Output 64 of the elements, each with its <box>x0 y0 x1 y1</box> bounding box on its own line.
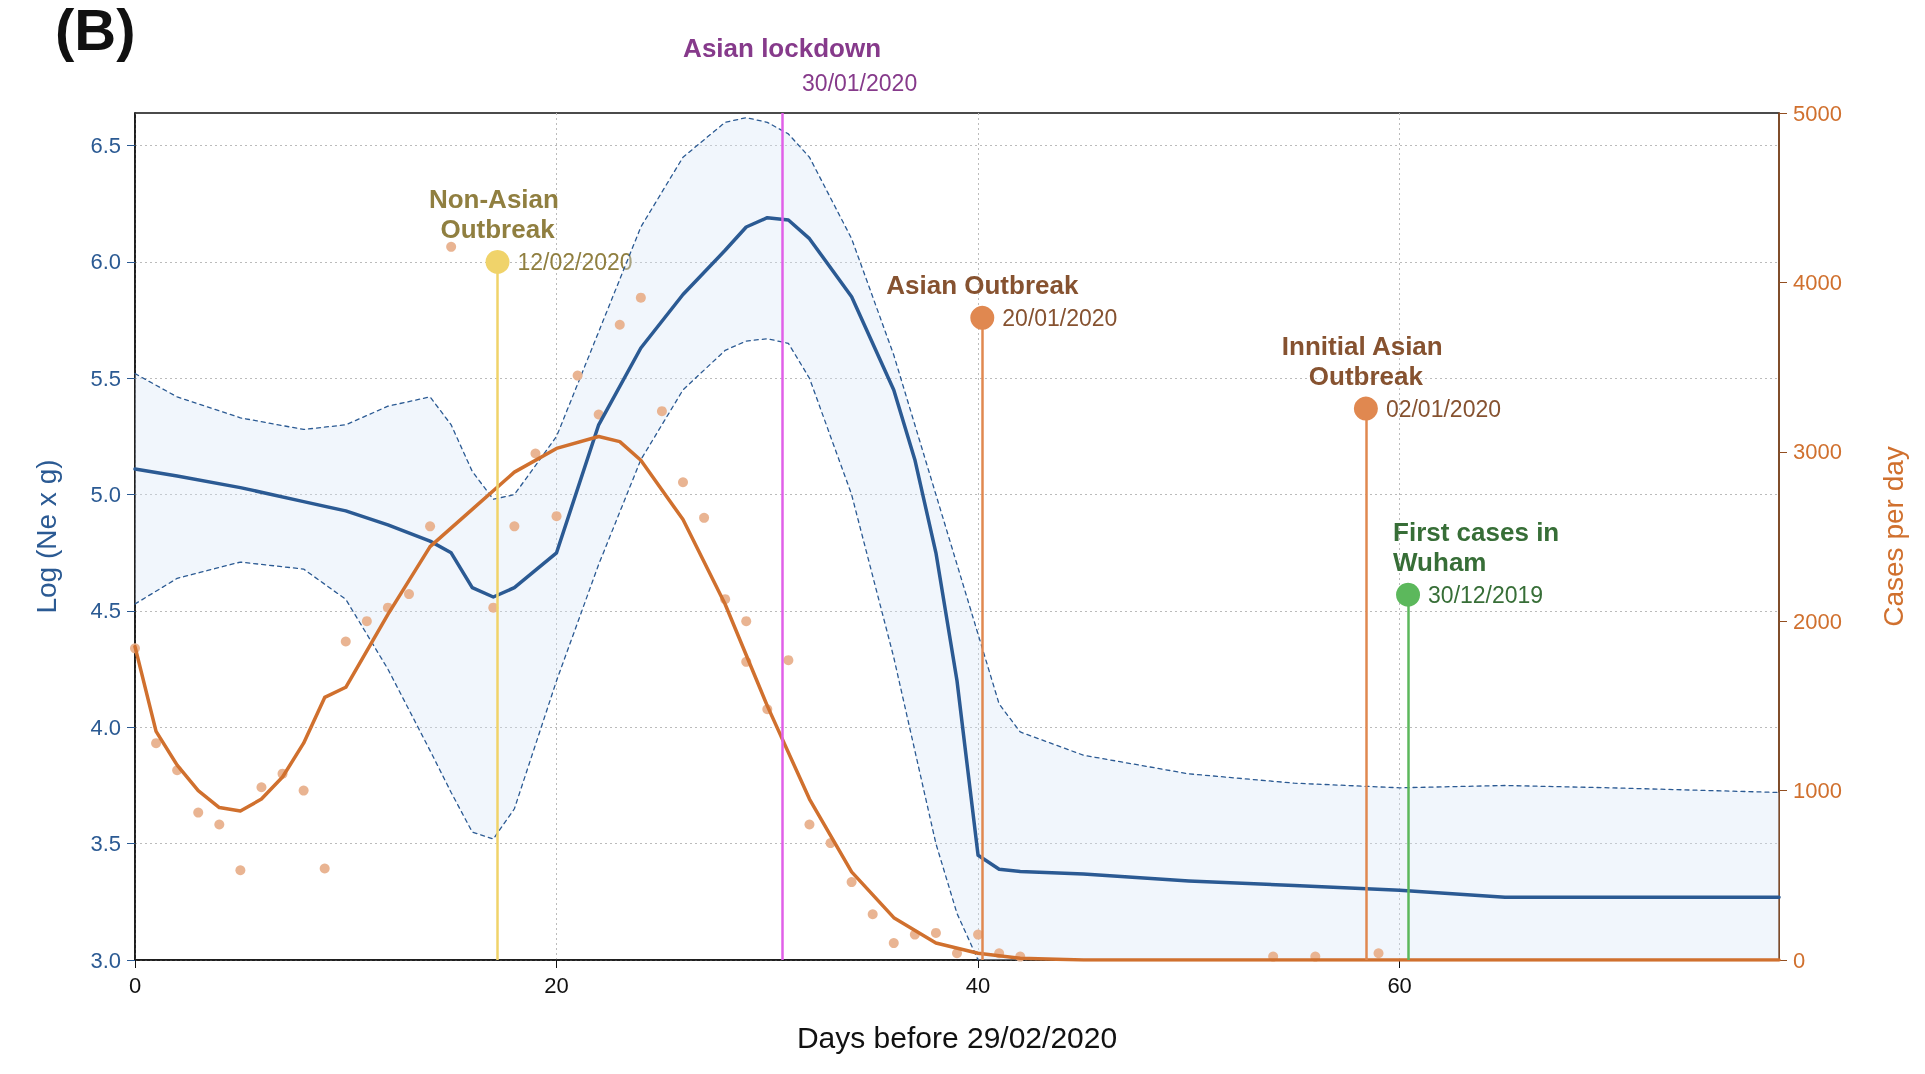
point <box>193 807 204 818</box>
x-axis-title: Days before 29/02/2020 <box>796 1020 1118 1054</box>
point <box>404 589 414 600</box>
point <box>783 655 794 666</box>
point <box>888 938 899 949</box>
annotation: 12/02/2020 <box>517 248 633 275</box>
x-tick-label: 40 <box>965 972 991 998</box>
point <box>151 738 162 749</box>
point <box>846 877 857 888</box>
point <box>319 863 330 874</box>
point <box>509 521 520 532</box>
point <box>699 512 710 523</box>
y-tick-label: 6.0 <box>90 249 121 275</box>
point <box>361 616 372 627</box>
point <box>530 448 541 459</box>
point <box>1373 948 1384 959</box>
y2-tick-label: 0 <box>1793 947 1806 973</box>
y-tick-label: 5.5 <box>90 365 121 391</box>
x-tick-label: 60 <box>1387 972 1412 998</box>
point <box>340 636 351 647</box>
ref-line-label: Innitial Asian Outbreak <box>1281 330 1450 391</box>
point <box>551 511 562 522</box>
point <box>635 292 646 303</box>
chart-title: (B) <box>55 0 136 62</box>
ref-line-label: First cases in Wuham <box>1393 516 1567 577</box>
y2-tick-label: 5000 <box>1793 100 1842 126</box>
point <box>235 865 246 876</box>
point <box>741 616 752 627</box>
y-tick-label: 5.0 <box>90 482 121 508</box>
point <box>867 909 878 920</box>
point <box>446 241 457 252</box>
point <box>678 477 688 488</box>
ref-line-label: Non-Asian Outbreak <box>428 183 567 244</box>
point <box>425 521 436 532</box>
annotation: 30/12/2019 <box>1428 581 1544 608</box>
point <box>656 406 667 417</box>
y-tick-label: 3.5 <box>90 831 121 857</box>
ref-line-label: Asian Outbreak <box>886 269 1079 300</box>
annotation: 20/01/2020 <box>1002 304 1118 331</box>
point <box>214 819 225 830</box>
point <box>614 319 625 330</box>
line-series <box>134 338 979 961</box>
point <box>930 927 941 938</box>
y-tick-label: 4.5 <box>90 598 121 624</box>
y2-tick-label: 4000 <box>1793 269 1842 295</box>
y-tick-label: 6.5 <box>90 133 121 159</box>
text: 30/01/2020 <box>802 70 918 96</box>
point <box>572 370 583 381</box>
y2-axis-title: Cases per day <box>1877 446 1909 627</box>
y-tick-label: 4.0 <box>90 714 121 740</box>
point <box>298 785 309 796</box>
y2-tick-label: 1000 <box>1793 778 1842 804</box>
y2-tick-label: 3000 <box>1793 439 1842 465</box>
y-axis-title: Log (Ne x g) <box>30 459 62 614</box>
x-tick-label: 20 <box>544 972 569 998</box>
point <box>804 819 815 830</box>
line-series <box>133 215 1781 899</box>
y-tick-label: 3.0 <box>90 947 121 973</box>
x-tick-label: 0 <box>128 972 142 998</box>
y2-tick-label: 2000 <box>1793 608 1842 634</box>
line-series <box>134 117 1780 794</box>
ref-line-label: Asian lockdown <box>683 33 882 63</box>
point <box>256 782 267 793</box>
annotation: 02/01/2020 <box>1385 395 1502 422</box>
